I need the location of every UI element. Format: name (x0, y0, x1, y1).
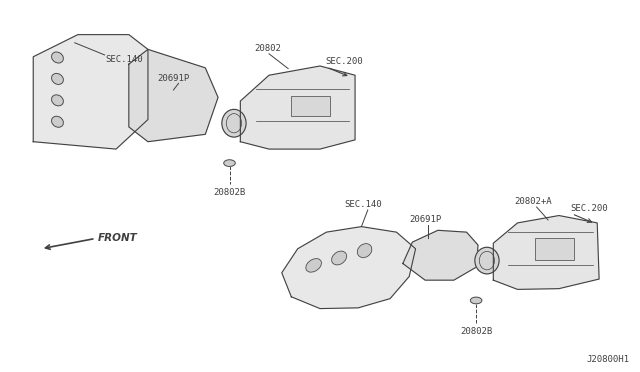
Text: SEC.140: SEC.140 (105, 55, 143, 64)
Polygon shape (403, 230, 478, 280)
FancyBboxPatch shape (291, 96, 330, 116)
Text: J20800H1: J20800H1 (586, 355, 629, 364)
Text: 20802B: 20802B (213, 188, 246, 197)
Polygon shape (493, 215, 599, 289)
Text: SEC.140: SEC.140 (344, 200, 382, 209)
Ellipse shape (306, 259, 321, 272)
Text: SEC.200: SEC.200 (570, 204, 608, 213)
Text: 20802+A: 20802+A (515, 197, 552, 206)
Text: 20802: 20802 (254, 44, 281, 53)
Ellipse shape (475, 247, 499, 274)
Text: FRONT: FRONT (99, 233, 138, 243)
Ellipse shape (52, 73, 63, 84)
Polygon shape (241, 66, 355, 149)
Ellipse shape (52, 116, 63, 127)
Circle shape (224, 160, 236, 166)
Text: SEC.200: SEC.200 (325, 57, 363, 66)
Text: 20691P: 20691P (157, 74, 189, 83)
Text: 20802B: 20802B (460, 327, 492, 336)
Circle shape (470, 297, 482, 304)
Ellipse shape (357, 244, 372, 257)
Polygon shape (33, 35, 148, 149)
Polygon shape (282, 227, 415, 309)
Ellipse shape (332, 251, 347, 265)
FancyBboxPatch shape (536, 238, 573, 260)
Ellipse shape (52, 52, 63, 63)
Polygon shape (129, 49, 218, 142)
Text: 20691P: 20691P (409, 215, 441, 224)
Ellipse shape (222, 109, 246, 137)
Ellipse shape (52, 95, 63, 106)
